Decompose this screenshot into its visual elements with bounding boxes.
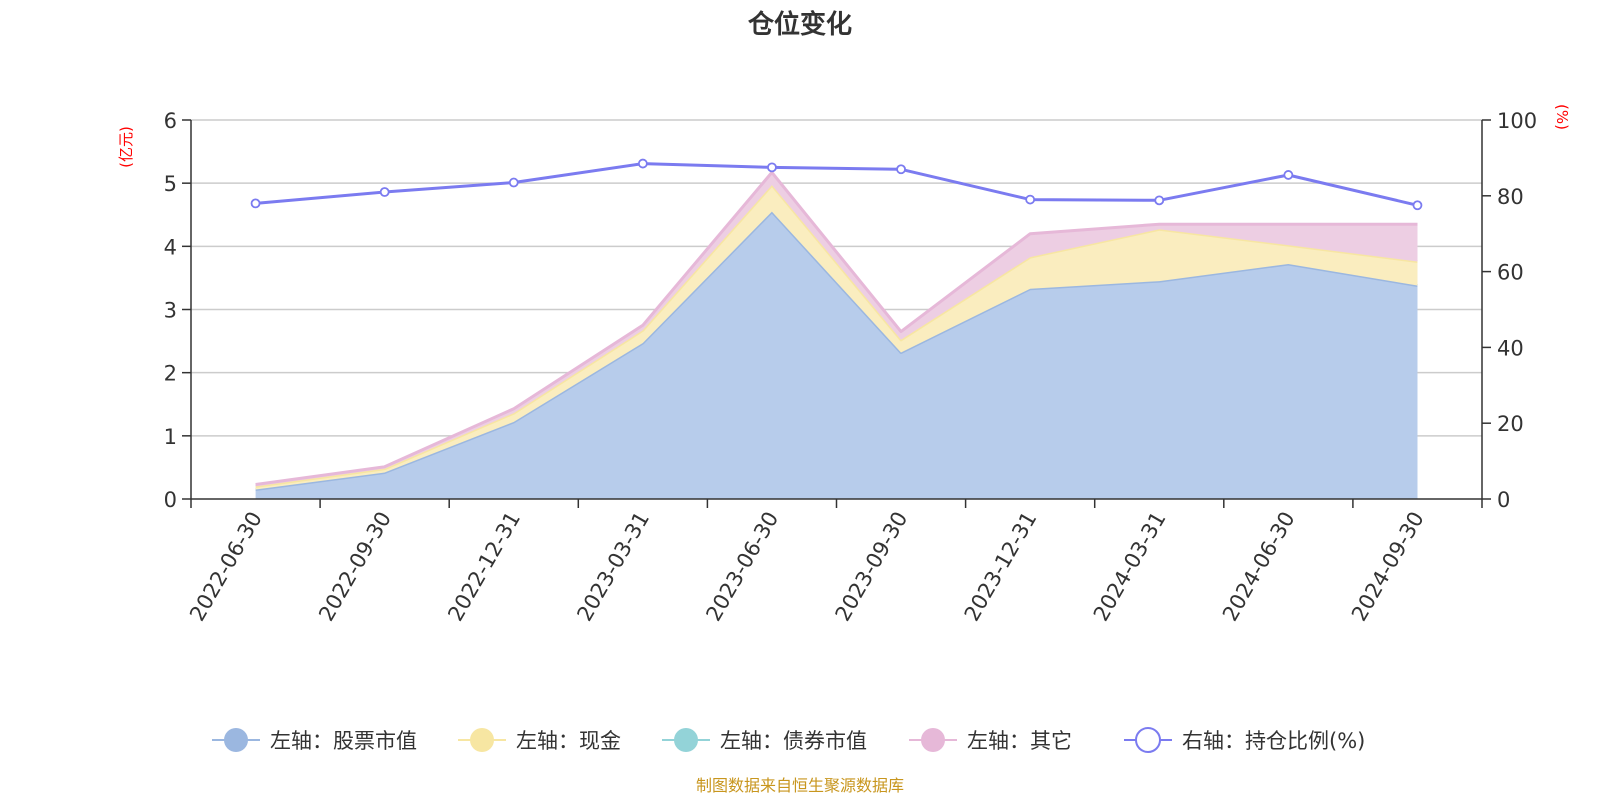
legend-marker xyxy=(1135,727,1161,753)
ratio-point xyxy=(1283,170,1294,180)
ratio-line-layer xyxy=(250,158,1423,211)
legend: 左轴：股票市值 左轴：现金 左轴：债券市值 左轴：其它 右轴：持仓比例(%) xyxy=(212,727,1365,753)
x-tick-label: 2024-03-31 xyxy=(1089,508,1171,626)
x-tick-label: 2022-06-30 xyxy=(185,508,267,626)
legend-label: 左轴：股票市值 xyxy=(270,729,417,753)
right-axis-unit: (%) xyxy=(1553,104,1571,130)
left-tick-label: 4 xyxy=(164,235,177,259)
area-layers xyxy=(255,170,1418,499)
legend-label: 左轴：债券市值 xyxy=(720,729,867,753)
ratio-point xyxy=(508,177,519,188)
right-tick-label: 60 xyxy=(1497,261,1524,285)
x-tick-label: 2024-09-30 xyxy=(1347,508,1429,626)
ratio-point xyxy=(896,164,906,175)
ratio-point xyxy=(379,187,390,197)
x-tick-label: 2023-06-30 xyxy=(701,508,783,626)
ratio-point xyxy=(637,158,648,169)
legend-marker xyxy=(674,728,698,752)
legend-label: 左轴：其它 xyxy=(967,729,1072,753)
ratio-line xyxy=(255,162,1418,207)
x-tick-label: 2023-03-31 xyxy=(572,508,654,626)
ratio-point xyxy=(1025,194,1036,205)
x-tick-label: 2023-09-30 xyxy=(831,508,913,626)
legend-item[interactable]: 左轴：其它 xyxy=(909,728,1072,753)
legend-item[interactable]: 右轴：持仓比例(%) xyxy=(1124,727,1365,753)
series-area-edge xyxy=(255,170,1418,486)
x-tick-label: 2022-12-31 xyxy=(443,508,525,626)
series-area xyxy=(255,185,1418,490)
legend-item[interactable]: 左轴：现金 xyxy=(458,728,621,753)
left-tick-label: 6 xyxy=(164,109,177,133)
ratio-point xyxy=(767,162,777,173)
chart-title: 仓位变化 xyxy=(747,9,852,40)
ratio-point xyxy=(1154,195,1165,206)
right-tick-label: 20 xyxy=(1497,412,1524,436)
legend-marker xyxy=(470,728,494,752)
source-note: 制图数据来自恒生聚源数据库 xyxy=(696,776,904,795)
legend-label: 右轴：持仓比例(%) xyxy=(1182,729,1365,753)
left-tick-label: 1 xyxy=(164,425,177,449)
legend-marker xyxy=(224,728,248,752)
right-tick-label: 80 xyxy=(1497,185,1524,209)
left-axis-unit: (亿元) xyxy=(117,126,135,168)
legend-marker xyxy=(921,728,945,752)
right-tick-label: 100 xyxy=(1497,109,1537,133)
ratio-point xyxy=(250,198,261,209)
x-tick-label: 2024-06-30 xyxy=(1218,508,1300,626)
ratio-point xyxy=(1412,200,1423,211)
right-tick-label: 40 xyxy=(1497,336,1524,360)
legend-item[interactable]: 左轴：股票市值 xyxy=(212,728,417,753)
left-tick-label: 0 xyxy=(164,488,177,512)
left-tick-label: 5 xyxy=(164,172,177,196)
x-tick-label: 2022-09-30 xyxy=(314,508,396,626)
x-tick-label: 2023-12-31 xyxy=(960,508,1042,626)
legend-item[interactable]: 左轴：债券市值 xyxy=(662,728,867,753)
left-tick-label: 3 xyxy=(164,299,177,323)
left-tick-label: 2 xyxy=(164,362,177,386)
legend-label: 左轴：现金 xyxy=(516,729,621,753)
right-tick-label: 0 xyxy=(1497,488,1510,512)
